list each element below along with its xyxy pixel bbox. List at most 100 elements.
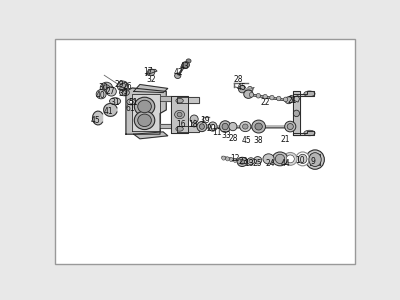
Ellipse shape (284, 152, 297, 165)
Text: 9: 9 (310, 158, 315, 166)
Ellipse shape (100, 82, 113, 94)
Ellipse shape (254, 157, 262, 164)
Ellipse shape (304, 91, 315, 97)
Text: 45: 45 (242, 136, 252, 145)
Ellipse shape (176, 127, 183, 131)
Ellipse shape (244, 90, 253, 98)
Polygon shape (291, 96, 300, 102)
Ellipse shape (309, 153, 321, 166)
Ellipse shape (175, 110, 184, 119)
Ellipse shape (293, 110, 300, 117)
Ellipse shape (148, 69, 155, 76)
Text: 40: 40 (95, 91, 105, 100)
Ellipse shape (106, 87, 116, 96)
Ellipse shape (117, 81, 128, 91)
Text: 38: 38 (254, 136, 263, 145)
Polygon shape (160, 96, 171, 101)
Ellipse shape (96, 90, 106, 99)
Polygon shape (177, 97, 199, 103)
Ellipse shape (249, 92, 254, 97)
Ellipse shape (306, 150, 324, 169)
Text: 22: 22 (261, 98, 270, 107)
Ellipse shape (210, 124, 215, 129)
Polygon shape (126, 88, 166, 134)
Text: 17: 17 (143, 67, 152, 76)
Text: 18: 18 (188, 120, 198, 129)
Ellipse shape (248, 86, 252, 92)
Ellipse shape (129, 100, 133, 103)
Text: 27: 27 (106, 87, 116, 96)
Text: 43: 43 (180, 61, 190, 70)
Polygon shape (160, 124, 171, 128)
Text: 20: 20 (206, 124, 216, 133)
Text: 33: 33 (222, 131, 232, 140)
Text: 23: 23 (238, 157, 248, 166)
Ellipse shape (226, 157, 229, 161)
Ellipse shape (138, 100, 151, 113)
Text: 16: 16 (176, 120, 186, 129)
Ellipse shape (256, 93, 260, 98)
Ellipse shape (175, 73, 181, 79)
Ellipse shape (287, 124, 293, 130)
Ellipse shape (286, 155, 294, 163)
Text: 61: 61 (126, 103, 136, 112)
Ellipse shape (277, 96, 281, 101)
Ellipse shape (127, 99, 136, 105)
Text: 30: 30 (98, 83, 108, 92)
Ellipse shape (238, 85, 246, 93)
Polygon shape (134, 132, 168, 139)
Ellipse shape (304, 130, 315, 136)
Ellipse shape (289, 95, 295, 102)
Ellipse shape (240, 122, 251, 132)
Text: 29: 29 (114, 80, 124, 89)
Text: 11: 11 (212, 128, 222, 137)
Text: 39: 39 (119, 89, 129, 98)
Text: 41: 41 (104, 106, 113, 116)
Text: 24: 24 (265, 159, 275, 168)
Ellipse shape (200, 124, 204, 129)
Polygon shape (293, 131, 314, 135)
Text: 21: 21 (280, 135, 290, 144)
Text: 19: 19 (200, 116, 210, 125)
Ellipse shape (285, 97, 292, 104)
Text: 51: 51 (128, 98, 138, 107)
Ellipse shape (182, 65, 186, 69)
Ellipse shape (242, 124, 248, 129)
Ellipse shape (186, 59, 191, 63)
Ellipse shape (296, 152, 310, 166)
Text: 42: 42 (174, 68, 184, 77)
Text: 28: 28 (234, 75, 243, 84)
Ellipse shape (247, 158, 254, 165)
Text: 28: 28 (228, 134, 238, 142)
Ellipse shape (134, 97, 155, 116)
Ellipse shape (120, 83, 126, 89)
Ellipse shape (249, 160, 253, 163)
Ellipse shape (229, 122, 237, 131)
Ellipse shape (208, 122, 217, 131)
Ellipse shape (285, 121, 296, 132)
Ellipse shape (103, 85, 110, 91)
Ellipse shape (284, 97, 288, 102)
Polygon shape (132, 94, 160, 131)
Ellipse shape (134, 111, 155, 130)
Text: 13: 13 (244, 159, 254, 168)
Polygon shape (293, 92, 314, 96)
Text: 45: 45 (91, 116, 101, 125)
Polygon shape (177, 126, 199, 132)
Ellipse shape (190, 115, 198, 123)
Ellipse shape (110, 98, 121, 105)
Ellipse shape (272, 152, 288, 166)
Ellipse shape (255, 123, 262, 130)
Ellipse shape (263, 154, 274, 164)
Ellipse shape (182, 61, 190, 68)
Ellipse shape (230, 158, 233, 162)
Ellipse shape (192, 122, 197, 127)
Polygon shape (171, 96, 188, 133)
Ellipse shape (222, 123, 228, 130)
Ellipse shape (120, 89, 129, 96)
Ellipse shape (240, 160, 245, 164)
Ellipse shape (176, 98, 183, 103)
Ellipse shape (252, 120, 266, 133)
Bar (310, 154, 320, 165)
Text: 31: 31 (110, 98, 120, 107)
